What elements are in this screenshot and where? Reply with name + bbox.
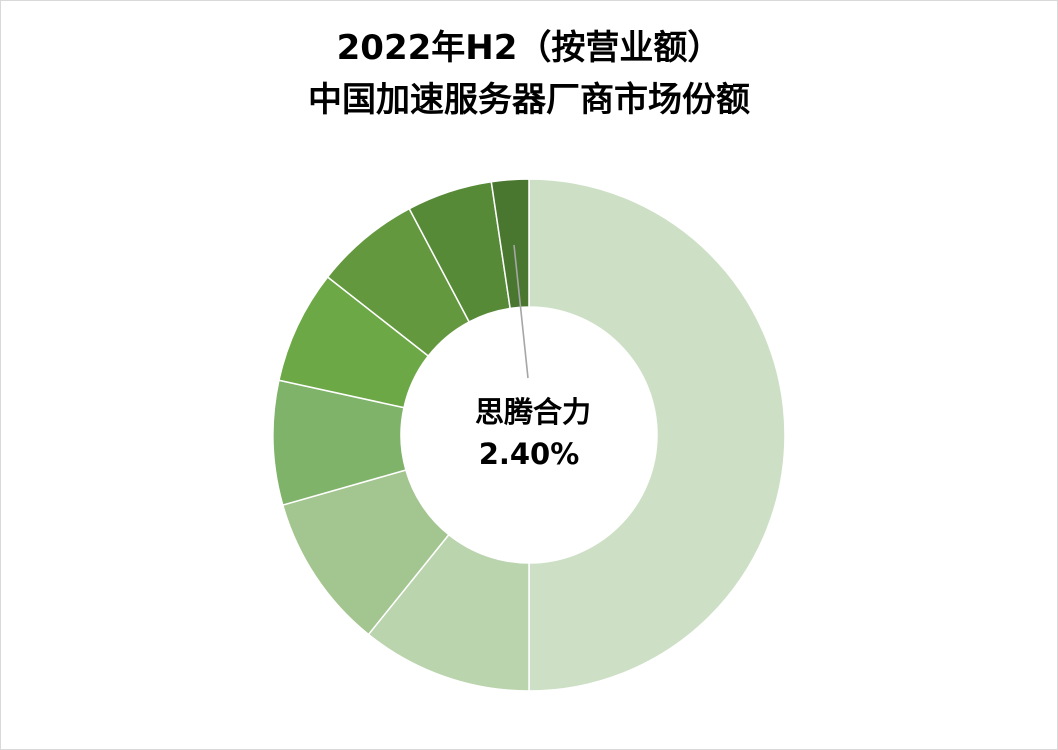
callout-value: 2.40%: [479, 437, 580, 471]
donut-slices: [272, 178, 786, 692]
chart-title-line-1: 2022年H2（按营业额）: [336, 28, 722, 68]
donut-slice-1: [528, 178, 786, 692]
chart-title: 2022年H2（按营业额） 中国加速服务器厂商市场份额: [0, 22, 1058, 126]
chart-title-line-2: 中国加速服务器厂商市场份额: [308, 80, 750, 120]
donut-slice-8: [490, 178, 530, 310]
callout-label: 思腾合力: [475, 395, 591, 429]
callout-leader-line: [513, 244, 529, 379]
